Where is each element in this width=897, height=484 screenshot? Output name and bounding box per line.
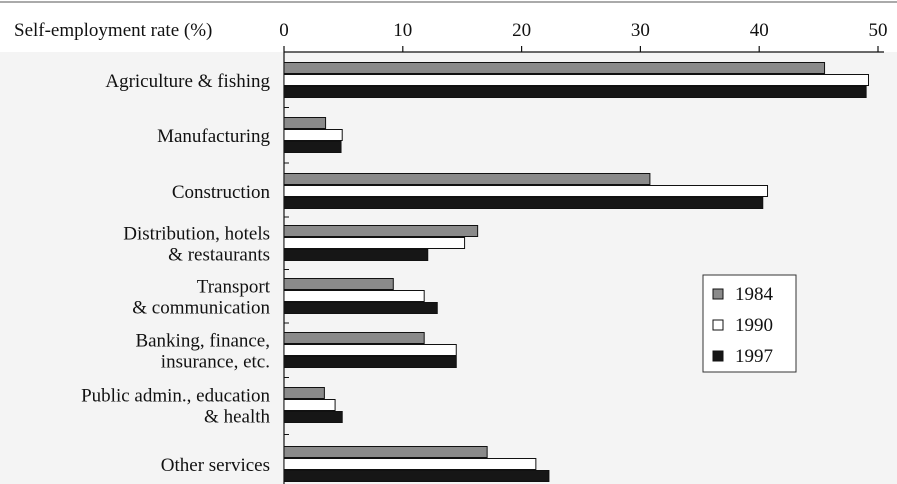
bar-1984-7 [283,446,488,458]
bar-1990-7 [283,458,537,470]
legend: 1984 1990 1997 [702,274,797,373]
category-label: Distribution, hotels [123,224,270,245]
category-labels: Agriculture & fishing Manufacturing Constr… [81,71,289,476]
bars [283,62,869,482]
category-label: Other services [161,455,270,476]
category-label: Banking, finance, [135,331,270,352]
bar-1997-2 [283,197,764,209]
x-tick-label: 20 [512,20,531,41]
category-label: & restaurants [168,245,270,266]
bar-1997-6 [283,411,343,423]
category-label: Construction [172,182,271,203]
bar-1990-2 [283,185,769,197]
bar-1984-2 [283,173,651,185]
bar-1990-0 [283,74,869,86]
category-label: Manufacturing [157,126,270,147]
category-label: Agriculture & fishing [105,71,270,92]
bar-1990-3 [283,237,466,249]
legend-swatch-1990 [712,319,724,331]
bar-1990-5 [283,344,457,356]
bar-1984-3 [283,225,479,237]
header-background [0,0,897,52]
bar-1990-4 [283,290,425,302]
x-tick-label: 30 [631,20,650,41]
category-label: Transport [197,277,271,298]
legend-swatch-1984 [712,288,724,300]
legend-label-1997: 1997 [735,346,773,367]
category-label: insurance, etc. [161,352,270,373]
x-tick-label: 40 [750,20,769,41]
bar-1984-4 [283,278,394,290]
bar-1984-5 [283,332,425,344]
x-tick-label: 50 [869,20,888,41]
category-label: Public admin., education [81,386,270,407]
bar-1997-1 [283,141,342,153]
x-tick-label: 10 [393,20,412,41]
bar-1997-0 [283,86,867,98]
bar-1984-1 [283,117,327,129]
bar-1990-6 [283,399,336,411]
category-label: & communication [132,298,270,319]
bar-1984-0 [283,62,826,74]
bar-1997-3 [283,249,429,261]
bar-1997-7 [283,470,550,482]
bar-1997-5 [283,356,457,368]
bar-1997-4 [283,302,438,314]
bar-1990-1 [283,129,343,141]
x-axis-ticks: 0 10 20 30 40 50 [279,20,888,52]
legend-label-1990: 1990 [735,315,773,336]
legend-swatch-1997 [712,350,724,362]
bar-1984-6 [283,387,325,399]
category-label: & health [204,407,270,428]
x-tick-label: 0 [279,20,289,41]
legend-label-1984: 1984 [735,284,774,305]
x-axis-title: Self-employment rate (%) [14,20,212,41]
